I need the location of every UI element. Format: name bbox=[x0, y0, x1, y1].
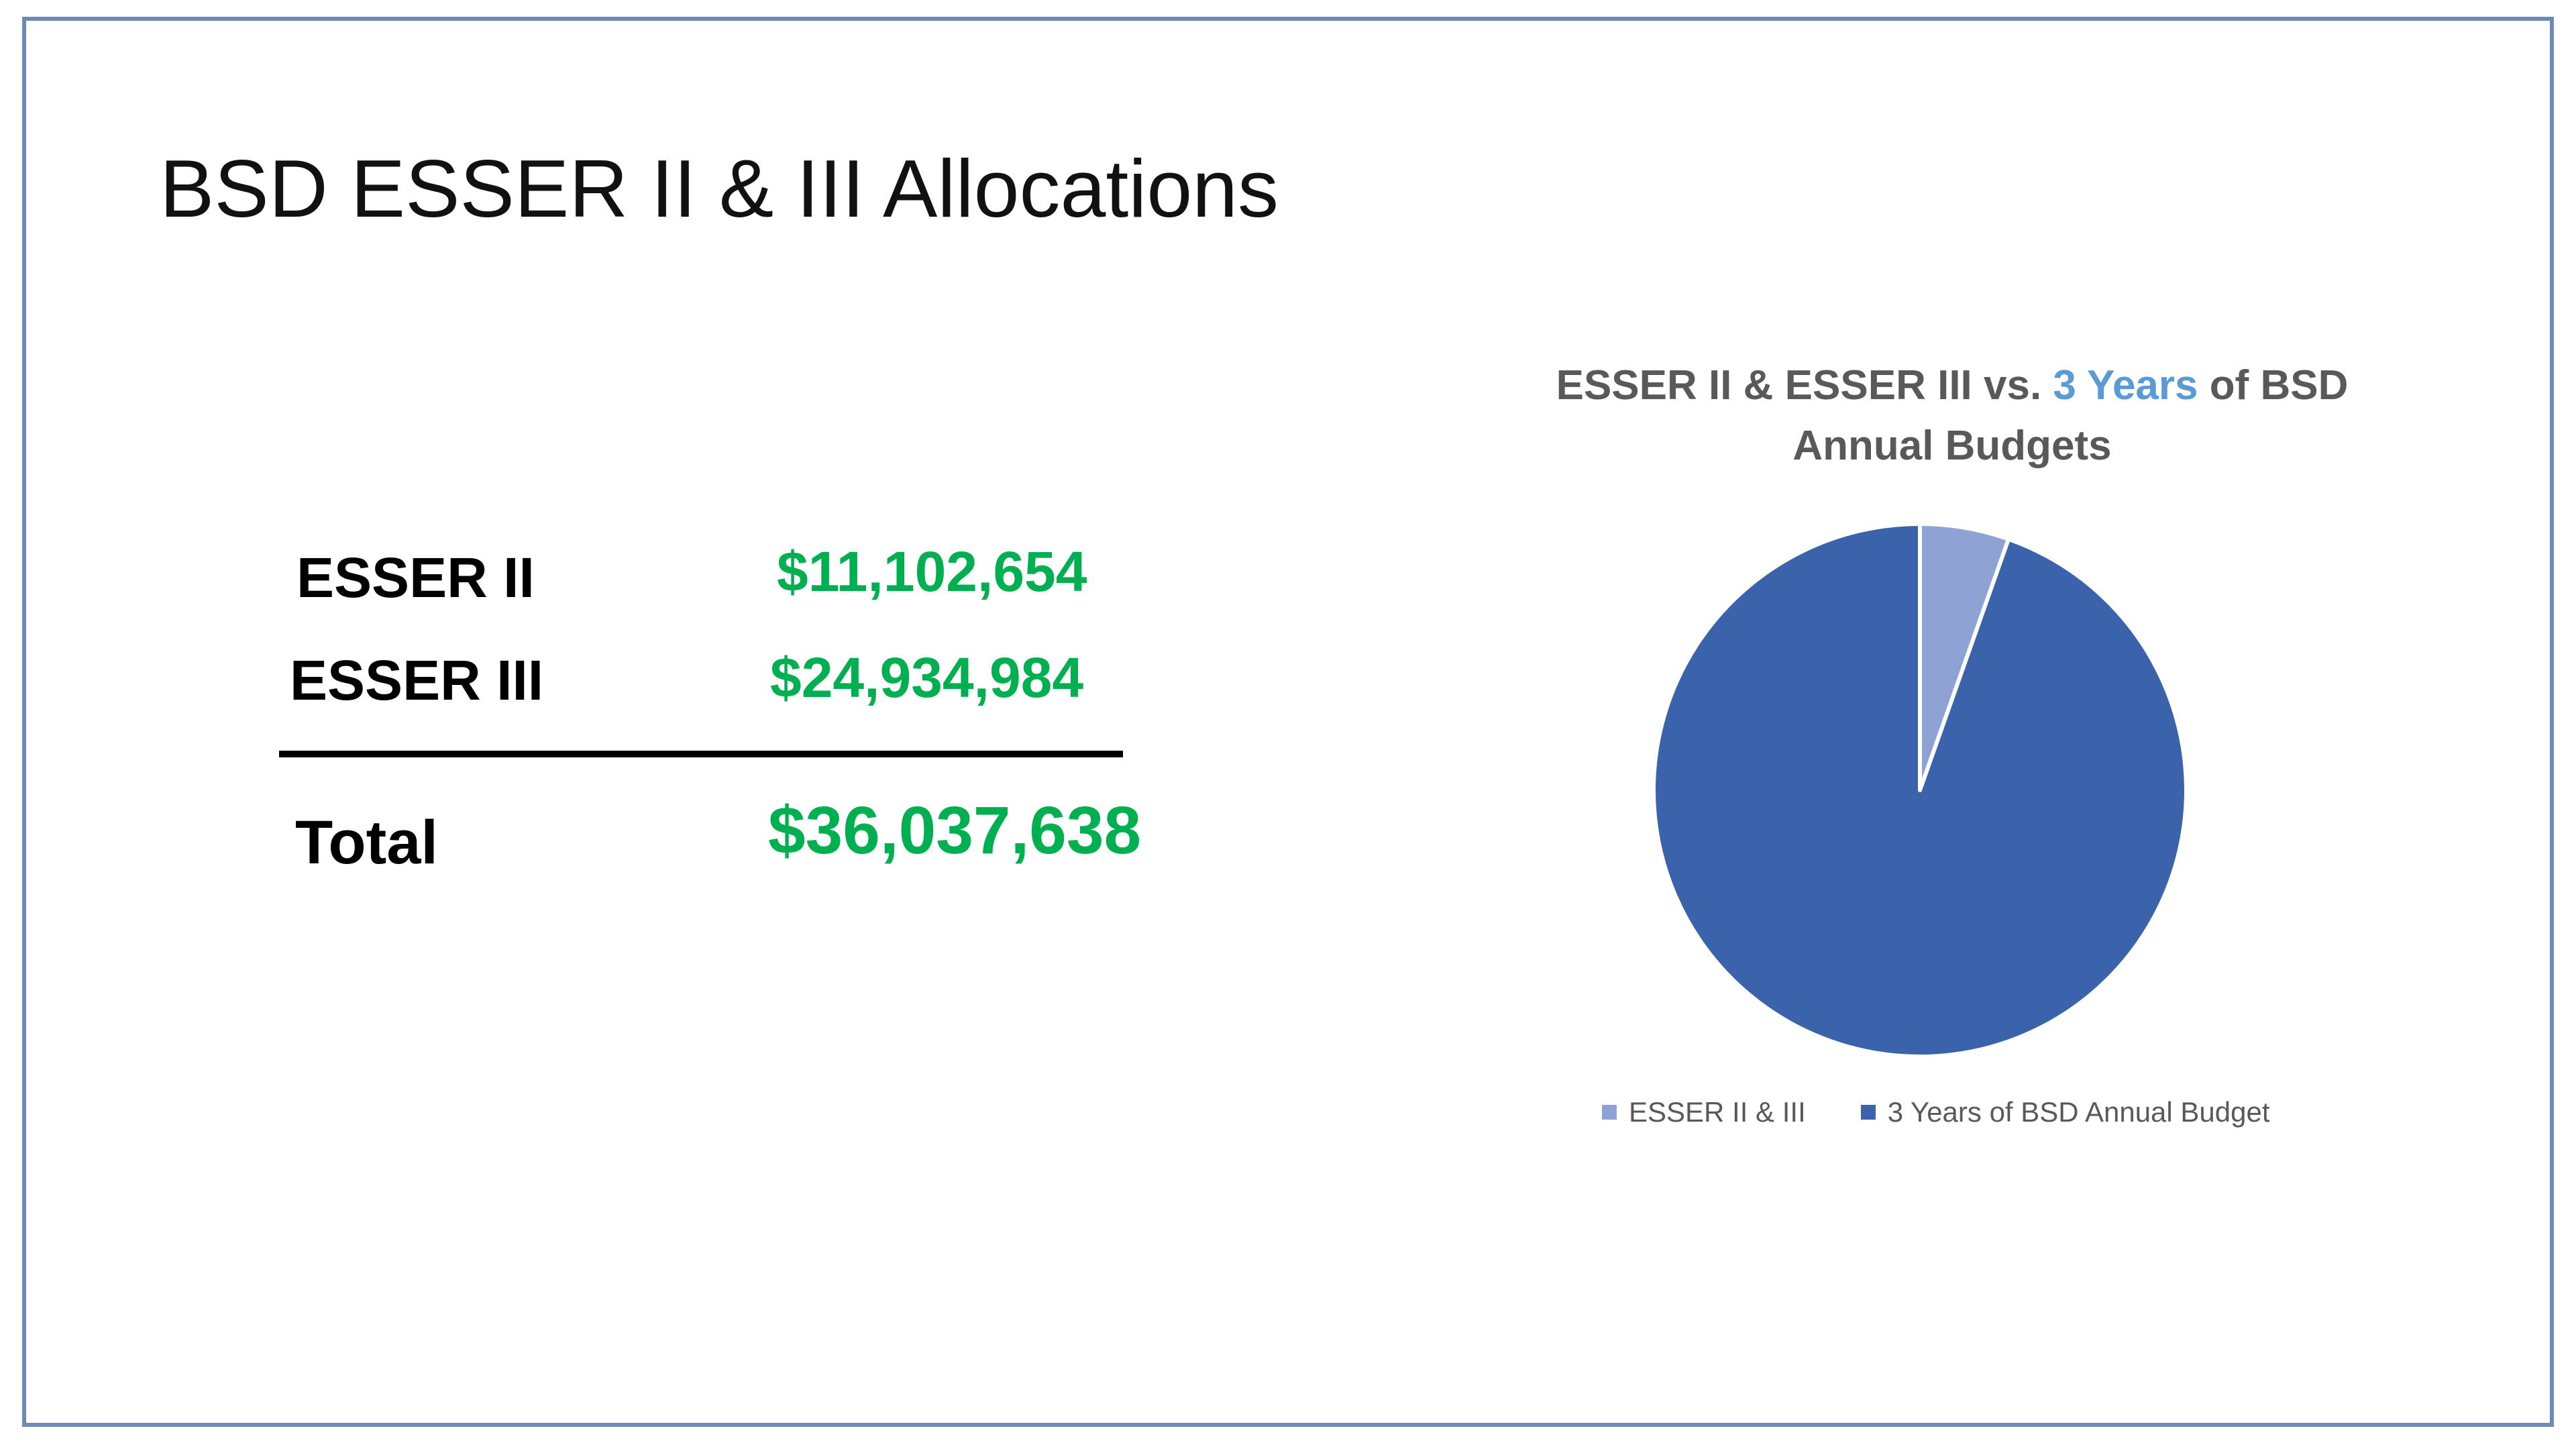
slide-title: BSD ESSER II & III Allocations bbox=[160, 143, 1279, 234]
legend-swatch-budget bbox=[1860, 1105, 1876, 1120]
chart-title-part: ESSER II & ESSER III vs. bbox=[1556, 362, 2053, 409]
legend-label-esser: ESSER II & III bbox=[1629, 1096, 1806, 1128]
chart-title: ESSER II & ESSER III vs. 3 Years of BSD … bbox=[1516, 356, 2388, 476]
esser-ii-label: ESSER II bbox=[297, 546, 535, 609]
legend-swatch-esser bbox=[1602, 1105, 1617, 1120]
total-divider bbox=[279, 751, 1123, 757]
chart-legend: ESSER II & III 3 Years of BSD Annual Bud… bbox=[1602, 1096, 2325, 1128]
pie-slice-budget bbox=[1652, 522, 2188, 1059]
esser-ii-value: $11,102,654 bbox=[777, 540, 1087, 603]
chart-title-highlight: 3 Years bbox=[2053, 362, 2198, 409]
esser-iii-value: $24,934,984 bbox=[770, 646, 1084, 709]
legend-item-budget: 3 Years of BSD Annual Budget bbox=[1860, 1096, 2270, 1128]
total-value: $36,037,638 bbox=[768, 793, 1142, 868]
esser-iii-label: ESSER III bbox=[290, 649, 544, 712]
total-label: Total bbox=[295, 808, 438, 877]
chart-title-part: of BSD Annual Budgets bbox=[1792, 362, 2349, 469]
legend-item-esser: ESSER II & III bbox=[1602, 1096, 1806, 1128]
legend-label-budget: 3 Years of BSD Annual Budget bbox=[1887, 1096, 2270, 1128]
